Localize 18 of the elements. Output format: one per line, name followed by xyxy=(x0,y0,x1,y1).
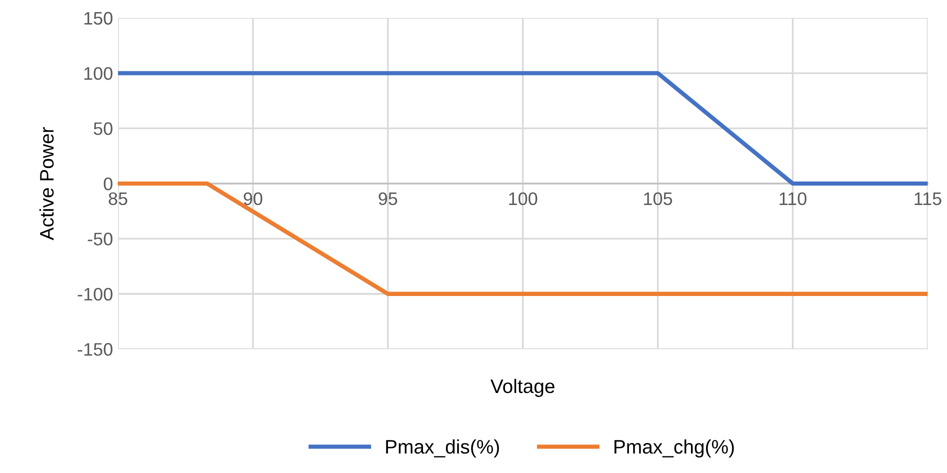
legend-label: Pmax_chg(%) xyxy=(614,439,734,458)
x-tick-label: 85 xyxy=(108,192,128,206)
y-tick-label: -100 xyxy=(78,288,112,301)
y-tick-label: -50 xyxy=(88,232,112,246)
x-tick-label: 100 xyxy=(509,192,538,206)
y-tick-label: -150 xyxy=(78,343,112,356)
legend-label: Pmax_dis(%) xyxy=(386,439,499,458)
y-axis-title: Active Power xyxy=(39,127,54,240)
x-tick-label: 95 xyxy=(378,192,398,206)
x-tick-label: 90 xyxy=(244,192,262,206)
y-tick-label: 100 xyxy=(84,67,112,80)
y-tick-label: 50 xyxy=(94,122,112,136)
x-tick-label: 115 xyxy=(914,192,942,206)
x-tick-label: 110 xyxy=(780,192,806,206)
y-tick-label: 0 xyxy=(104,177,112,190)
x-axis-title: Voltage xyxy=(490,378,554,397)
x-tick-label: 105 xyxy=(644,192,672,206)
y-tick-label: 150 xyxy=(84,12,112,25)
